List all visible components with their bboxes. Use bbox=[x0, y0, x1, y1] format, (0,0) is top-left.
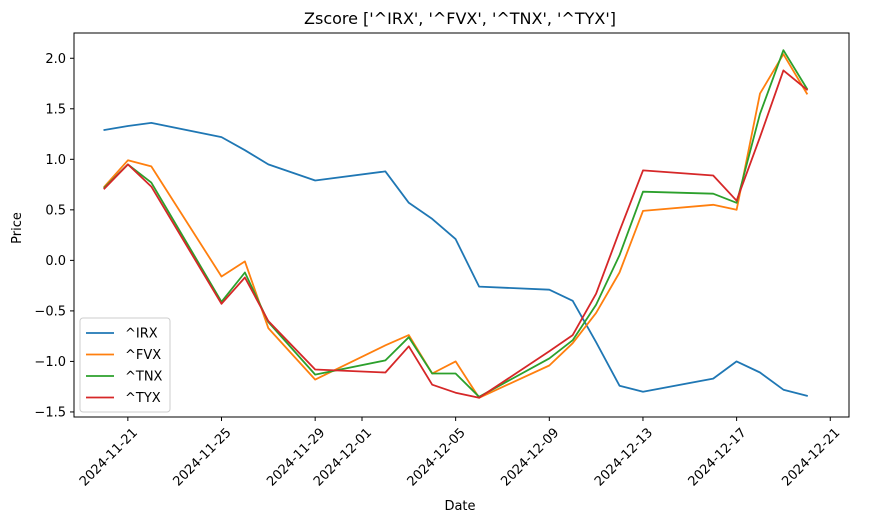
series-line-irx bbox=[103, 122, 808, 397]
series-line-fvx bbox=[103, 53, 809, 399]
legend-label: ^TNX bbox=[125, 370, 163, 385]
legend-box bbox=[79, 317, 171, 413]
y-tick-label: 1.0 bbox=[45, 153, 66, 168]
y-tick-label: 2.0 bbox=[45, 52, 66, 67]
y-tick-label: −1.5 bbox=[34, 405, 66, 420]
legend-label: ^IRX bbox=[125, 327, 158, 342]
legend-label: ^TYX bbox=[125, 391, 161, 406]
plot-frame bbox=[73, 32, 850, 418]
y-axis: 2.0 1.5 1.0 0.5 0.0 −0.5 −1.0 −1.5 bbox=[34, 52, 74, 420]
y-tick-label: 0.5 bbox=[45, 203, 66, 218]
legend-label: ^FVX bbox=[125, 348, 161, 363]
y-axis-title: Price bbox=[10, 212, 25, 244]
x-axis-title: Date bbox=[444, 499, 475, 514]
y-tick-label: 1.5 bbox=[45, 102, 66, 117]
y-tick-label: −1.0 bbox=[34, 355, 66, 370]
series-line-tnx bbox=[103, 49, 809, 398]
legend: ^IRX ^FVX ^TNX ^TYX bbox=[79, 317, 171, 413]
series-line-tyx bbox=[103, 69, 809, 399]
y-tick-label: 0.0 bbox=[45, 254, 66, 269]
chart-title: Zscore ['^IRX', '^FVX', '^TNX', '^TYX'] bbox=[304, 9, 616, 28]
lines-layer bbox=[103, 49, 809, 399]
y-tick-label: −0.5 bbox=[34, 304, 66, 319]
